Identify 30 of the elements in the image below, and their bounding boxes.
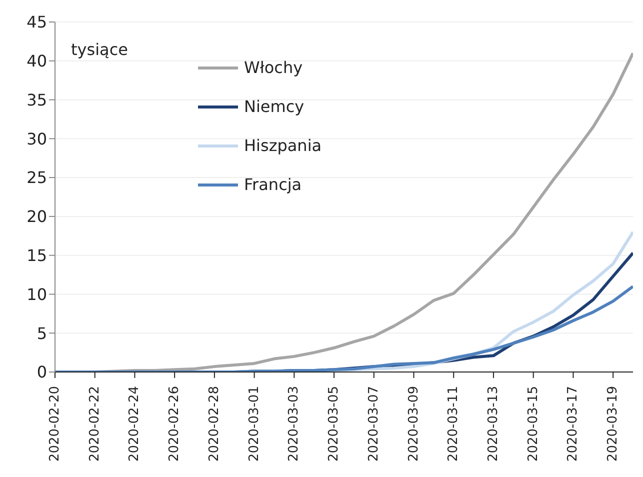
x-tick-label: 2020-03-13 [486,386,501,462]
x-tick-label: 2020-03-09 [406,386,422,462]
x-tick-label: 2020-03-05 [326,386,342,462]
x-tick-label: 2020-03-03 [286,386,302,462]
y-tick-label: 40 [26,52,47,71]
legend-label: Włochy [244,58,303,77]
x-tick-label: 2020-03-01 [246,386,262,462]
x-tick-label: 2020-02-20 [48,386,62,462]
y-tick-label: 15 [26,246,47,266]
y-axis-title: tysiące [71,40,128,59]
y-tick-label: 20 [26,207,47,226]
y-tick-label: 10 [26,284,47,304]
y-tick-label: 30 [26,129,47,148]
x-tick-label: 2020-03-15 [526,386,541,462]
x-tick-label: 2020-02-28 [206,386,222,462]
x-tick-label: 2020-03-19 [606,386,621,462]
x-tick-label: 2020-02-26 [167,386,182,462]
x-tick-label: 2020-03-17 [566,386,581,462]
x-tick-label: 2020-03-11 [446,386,462,462]
x-tick-label: 2020-02-24 [127,386,142,462]
x-tick-label: 2020-02-22 [87,386,102,462]
y-tick-label: 5 [36,324,47,343]
y-tick-label: 0 [36,362,47,382]
legend-label: Hiszpania [244,136,322,155]
legend-label: Niemcy [244,97,304,116]
legend-label: Francja [244,175,302,194]
x-tick-label: 2020-03-07 [366,386,382,462]
y-tick-label: 45 [26,12,47,32]
y-tick-label: 25 [26,168,47,188]
y-tick-label: 35 [26,90,47,110]
